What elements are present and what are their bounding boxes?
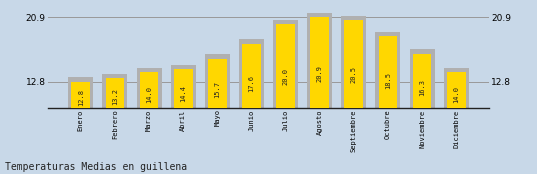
Bar	[205, 54, 230, 108]
Bar	[276, 24, 295, 108]
Bar	[242, 44, 261, 108]
Bar	[447, 72, 466, 108]
Bar	[444, 68, 469, 108]
Text: 14.0: 14.0	[453, 86, 459, 103]
Bar	[71, 82, 90, 108]
Bar	[208, 59, 227, 108]
Text: Temperaturas Medias en guillena: Temperaturas Medias en guillena	[5, 162, 187, 172]
Text: 20.9: 20.9	[317, 65, 323, 82]
Bar	[379, 36, 397, 108]
Text: 16.3: 16.3	[419, 79, 425, 96]
Bar	[342, 16, 366, 108]
Bar	[140, 72, 158, 108]
Bar	[307, 13, 332, 108]
Bar	[68, 77, 93, 108]
Bar	[273, 20, 298, 108]
Bar	[136, 68, 162, 108]
Text: 12.8: 12.8	[78, 89, 84, 106]
Text: 15.7: 15.7	[214, 81, 220, 98]
Bar	[174, 69, 193, 108]
Bar	[344, 21, 363, 108]
Bar	[413, 54, 431, 108]
Text: 14.0: 14.0	[146, 86, 152, 103]
Text: 17.6: 17.6	[249, 75, 255, 92]
Bar	[310, 17, 329, 108]
Bar	[239, 39, 264, 108]
Bar	[171, 65, 195, 108]
Bar	[410, 49, 434, 108]
Text: 18.5: 18.5	[385, 72, 391, 89]
Text: 13.2: 13.2	[112, 88, 118, 105]
Bar	[106, 78, 124, 108]
Text: 20.5: 20.5	[351, 66, 357, 83]
Text: 20.0: 20.0	[282, 68, 288, 85]
Bar	[103, 74, 127, 108]
Text: 14.4: 14.4	[180, 85, 186, 102]
Bar	[375, 32, 401, 108]
